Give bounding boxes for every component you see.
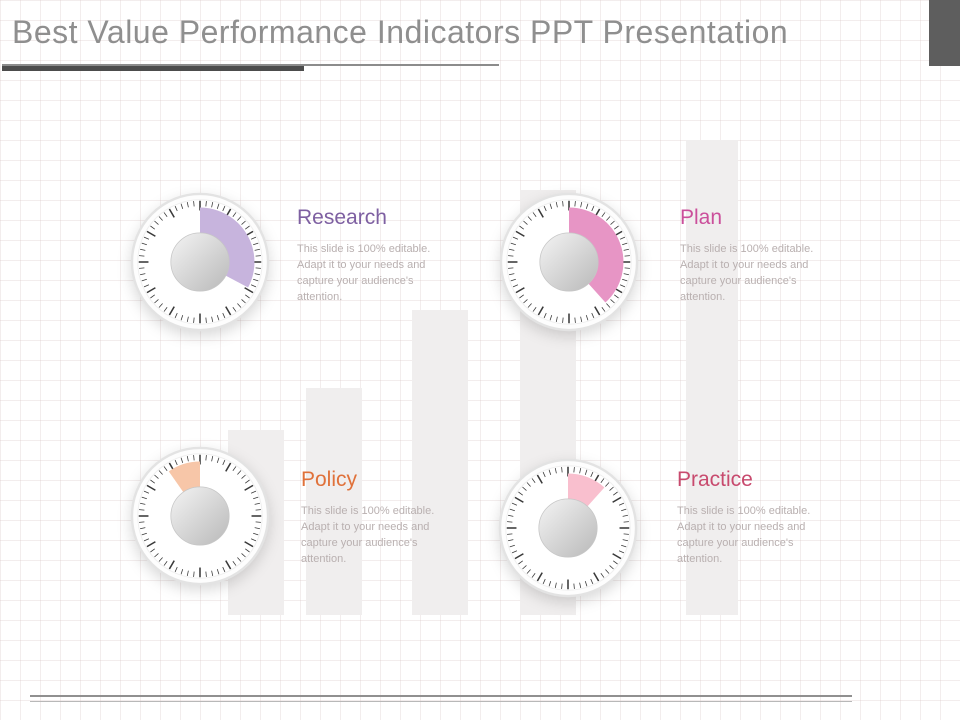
background-bar-2 <box>306 388 362 615</box>
background-bar-5 <box>686 140 738 615</box>
indicator-practice-description: This slide is 100% editable. Adapt it to… <box>677 505 811 565</box>
indicator-policy: Policy This slide is 100% editable. Adap… <box>301 468 476 568</box>
slide-title: Best Value Performance Indicators PPT Pr… <box>12 14 789 50</box>
title-underline <box>2 64 304 71</box>
indicator-research-label: Research <box>297 206 387 229</box>
footer-rule-bottom <box>30 701 852 702</box>
title-underline-extension <box>2 64 499 66</box>
indicator-plan-description: This slide is 100% editable. Adapt it to… <box>680 243 814 303</box>
corner-accent-block <box>929 0 960 66</box>
background-bar-3 <box>412 310 468 615</box>
indicator-plan: Plan This slide is 100% editable. Adapt … <box>680 206 855 306</box>
indicator-policy-description: This slide is 100% editable. Adapt it to… <box>301 505 435 565</box>
indicator-research-description: This slide is 100% editable. Adapt it to… <box>297 243 431 303</box>
indicator-practice: Practice This slide is 100% editable. Ad… <box>677 468 852 568</box>
indicator-policy-label: Policy <box>301 468 358 491</box>
gauge-policy-dial <box>130 446 270 586</box>
footer-rule-top <box>30 695 852 697</box>
gauge-practice-dial <box>498 458 638 598</box>
gauge-plan-dial <box>499 192 639 332</box>
indicator-practice-label: Practice <box>677 468 753 491</box>
indicator-plan-label: Plan <box>680 206 723 229</box>
indicator-research: Research This slide is 100% editable. Ad… <box>297 206 472 306</box>
gauge-research-dial <box>130 192 270 332</box>
